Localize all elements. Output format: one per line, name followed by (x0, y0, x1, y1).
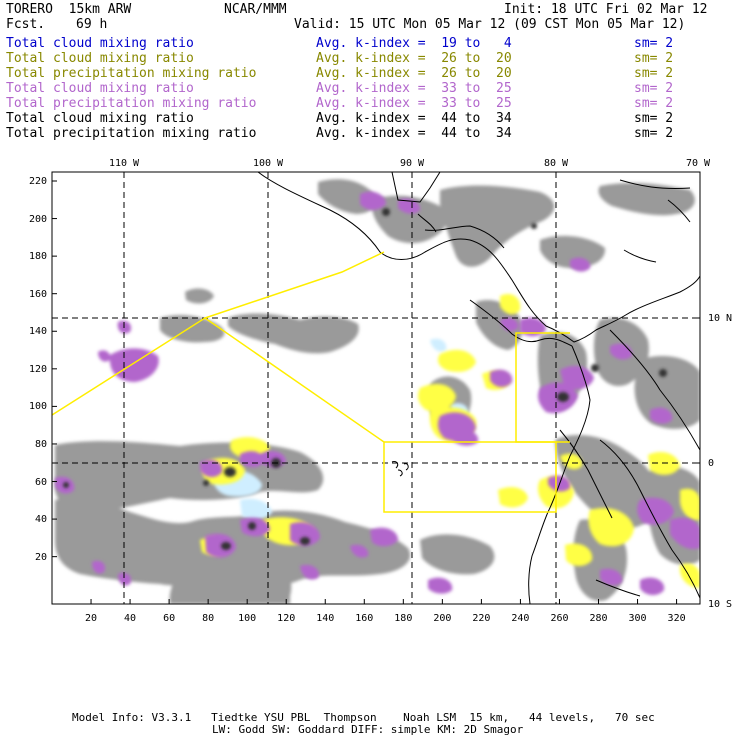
legend-smoothing: sm= 2 (634, 51, 674, 66)
legend-field-name: Total precipitation mixing ratio (6, 66, 257, 81)
y-index-label: 140 (28, 326, 47, 338)
legend-field-name: Total cloud mixing ratio (6, 36, 194, 51)
legend-field-name: Total precipitation mixing ratio (6, 96, 257, 111)
dark-cores (63, 208, 667, 550)
init-time: Init: 18 UTC Fri 02 Mar 12 (504, 2, 708, 17)
organization: NCAR/MMM (224, 2, 287, 17)
map-frame (51, 171, 701, 605)
x-index-label: 20 (85, 613, 98, 624)
y-index-label: 80 (34, 438, 47, 450)
x-index-label: 120 (277, 613, 296, 624)
legend-k-index: Avg. k-index = 19 to 4 (316, 36, 512, 51)
x-index-label: 180 (394, 613, 413, 624)
x-index-label: 320 (667, 613, 686, 624)
y-index-label: 180 (28, 251, 47, 263)
legend-k-index: Avg. k-index = 33 to 25 (316, 96, 512, 111)
legend-k-index: Avg. k-index = 26 to 20 (316, 51, 512, 66)
legend-field-name: Total cloud mixing ratio (6, 51, 194, 66)
x-index-label: 300 (628, 613, 647, 624)
legend-smoothing: sm= 2 (634, 126, 674, 141)
latitude-label: 10 N (708, 313, 733, 324)
x-index-label: 280 (589, 613, 608, 624)
x-index-label: 220 (472, 613, 491, 624)
legend-smoothing: sm= 2 (634, 81, 674, 96)
legend-k-index: Avg. k-index = 44 to 34 (316, 126, 512, 141)
lat-lon-grid (52, 172, 700, 604)
longitude-label: 90 W (399, 158, 425, 169)
y-index-label: 120 (28, 363, 47, 375)
field-layer (55, 179, 700, 604)
x-index-label: 40 (124, 613, 137, 624)
legend-field-name: Total precipitation mixing ratio (6, 126, 257, 141)
x-index-label: 140 (316, 613, 335, 624)
legend-field-name: Total cloud mixing ratio (6, 111, 194, 126)
longitude-label: 110 W (108, 158, 140, 169)
x-index-label: 240 (511, 613, 530, 624)
legend-k-index: Avg. k-index = 26 to 20 (316, 66, 512, 81)
longitude-label: 80 W (543, 158, 569, 169)
y-index-label: 40 (34, 514, 47, 526)
legend-smoothing: sm= 2 (634, 36, 674, 51)
purple-field (55, 191, 700, 596)
x-index-label: 60 (163, 613, 176, 624)
legend-k-index: Avg. k-index = 44 to 34 (316, 111, 512, 126)
y-index-label: 200 (28, 213, 47, 225)
valid-time: Valid: 15 UTC Mon 05 Mar 12 (09 CST Mon … (294, 17, 686, 32)
x-index-label: 80 (202, 613, 215, 624)
y-index-label: 20 (34, 551, 47, 563)
domain-outlines (51, 251, 570, 513)
legend-field-name: Total cloud mixing ratio (6, 81, 194, 96)
x-index-label: 160 (355, 613, 374, 624)
legend-smoothing: sm= 2 (634, 96, 674, 111)
footer-physics-info: LW: Godd SW: Goddard DIFF: simple KM: 2D… (212, 723, 524, 736)
longitude-label: 100 W (252, 158, 284, 169)
lightblue-field (213, 338, 469, 520)
x-index-label: 200 (433, 613, 452, 624)
y-index-label: 160 (28, 288, 47, 300)
coastlines (257, 172, 700, 604)
forecast-label: Fcst. (6, 17, 46, 32)
latitude-label: 0 (708, 458, 715, 469)
x-index-label: 260 (550, 613, 569, 624)
forecast-hour: 69 h (76, 17, 108, 32)
longitude-label: 70 W (685, 158, 711, 169)
legend-smoothing: sm= 2 (634, 111, 674, 126)
axis-ticks (52, 172, 701, 605)
x-index-label: 100 (238, 613, 257, 624)
y-index-label: 220 (28, 176, 47, 187)
y-index-label: 100 (28, 401, 47, 413)
y-index-label: 60 (34, 476, 47, 488)
legend-k-index: Avg. k-index = 33 to 25 (316, 81, 512, 96)
legend-smoothing: sm= 2 (634, 66, 674, 81)
model-title: TORERO 15km ARW (6, 2, 132, 17)
footer-model-info: Model Info: V3.3.1 Tiedtke YSU PBL Thomp… (72, 711, 655, 724)
latitude-label: 10 S (708, 599, 733, 610)
